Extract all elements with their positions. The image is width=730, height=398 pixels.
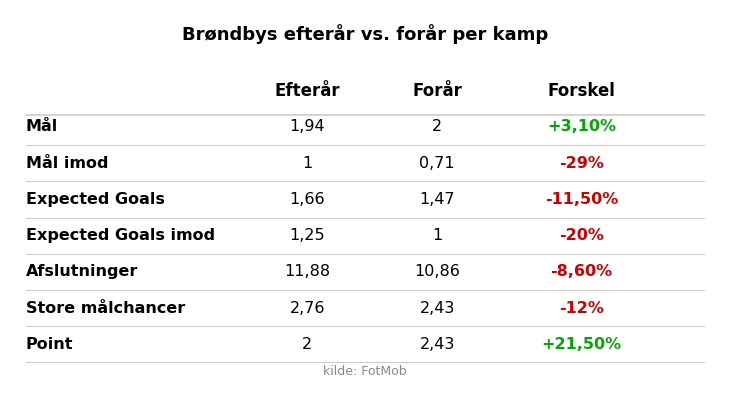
Text: Efterår: Efterår (274, 82, 340, 100)
Text: Afslutninger: Afslutninger (26, 264, 138, 279)
Text: -12%: -12% (559, 300, 604, 316)
Text: 1,94: 1,94 (290, 119, 325, 135)
Text: Forskel: Forskel (548, 82, 615, 100)
Text: kilde: FotMob: kilde: FotMob (323, 365, 407, 378)
Text: 2: 2 (302, 337, 312, 352)
Text: Expected Goals imod: Expected Goals imod (26, 228, 215, 243)
Text: 1,25: 1,25 (290, 228, 325, 243)
Text: Mål imod: Mål imod (26, 156, 108, 171)
Text: +21,50%: +21,50% (542, 337, 621, 352)
Text: Forår: Forår (412, 82, 462, 100)
Text: 10,86: 10,86 (414, 264, 460, 279)
Text: 2,43: 2,43 (420, 300, 455, 316)
Text: Expected Goals: Expected Goals (26, 192, 165, 207)
Text: 2,43: 2,43 (420, 337, 455, 352)
Text: Mål: Mål (26, 119, 58, 135)
Text: Brøndbys efterår vs. forår per kamp: Brøndbys efterår vs. forår per kamp (182, 23, 548, 44)
Text: 1: 1 (302, 156, 312, 171)
Text: Point: Point (26, 337, 73, 352)
Text: -29%: -29% (559, 156, 604, 171)
Text: 1,66: 1,66 (290, 192, 325, 207)
Text: -8,60%: -8,60% (550, 264, 612, 279)
Text: 0,71: 0,71 (419, 156, 455, 171)
Text: 2: 2 (432, 119, 442, 135)
Text: +3,10%: +3,10% (547, 119, 616, 135)
Text: Store målchancer: Store målchancer (26, 300, 185, 316)
Text: -11,50%: -11,50% (545, 192, 618, 207)
Text: 2,76: 2,76 (290, 300, 325, 316)
Text: -20%: -20% (559, 228, 604, 243)
Text: 11,88: 11,88 (284, 264, 331, 279)
Text: 1,47: 1,47 (419, 192, 455, 207)
Text: 1: 1 (432, 228, 442, 243)
